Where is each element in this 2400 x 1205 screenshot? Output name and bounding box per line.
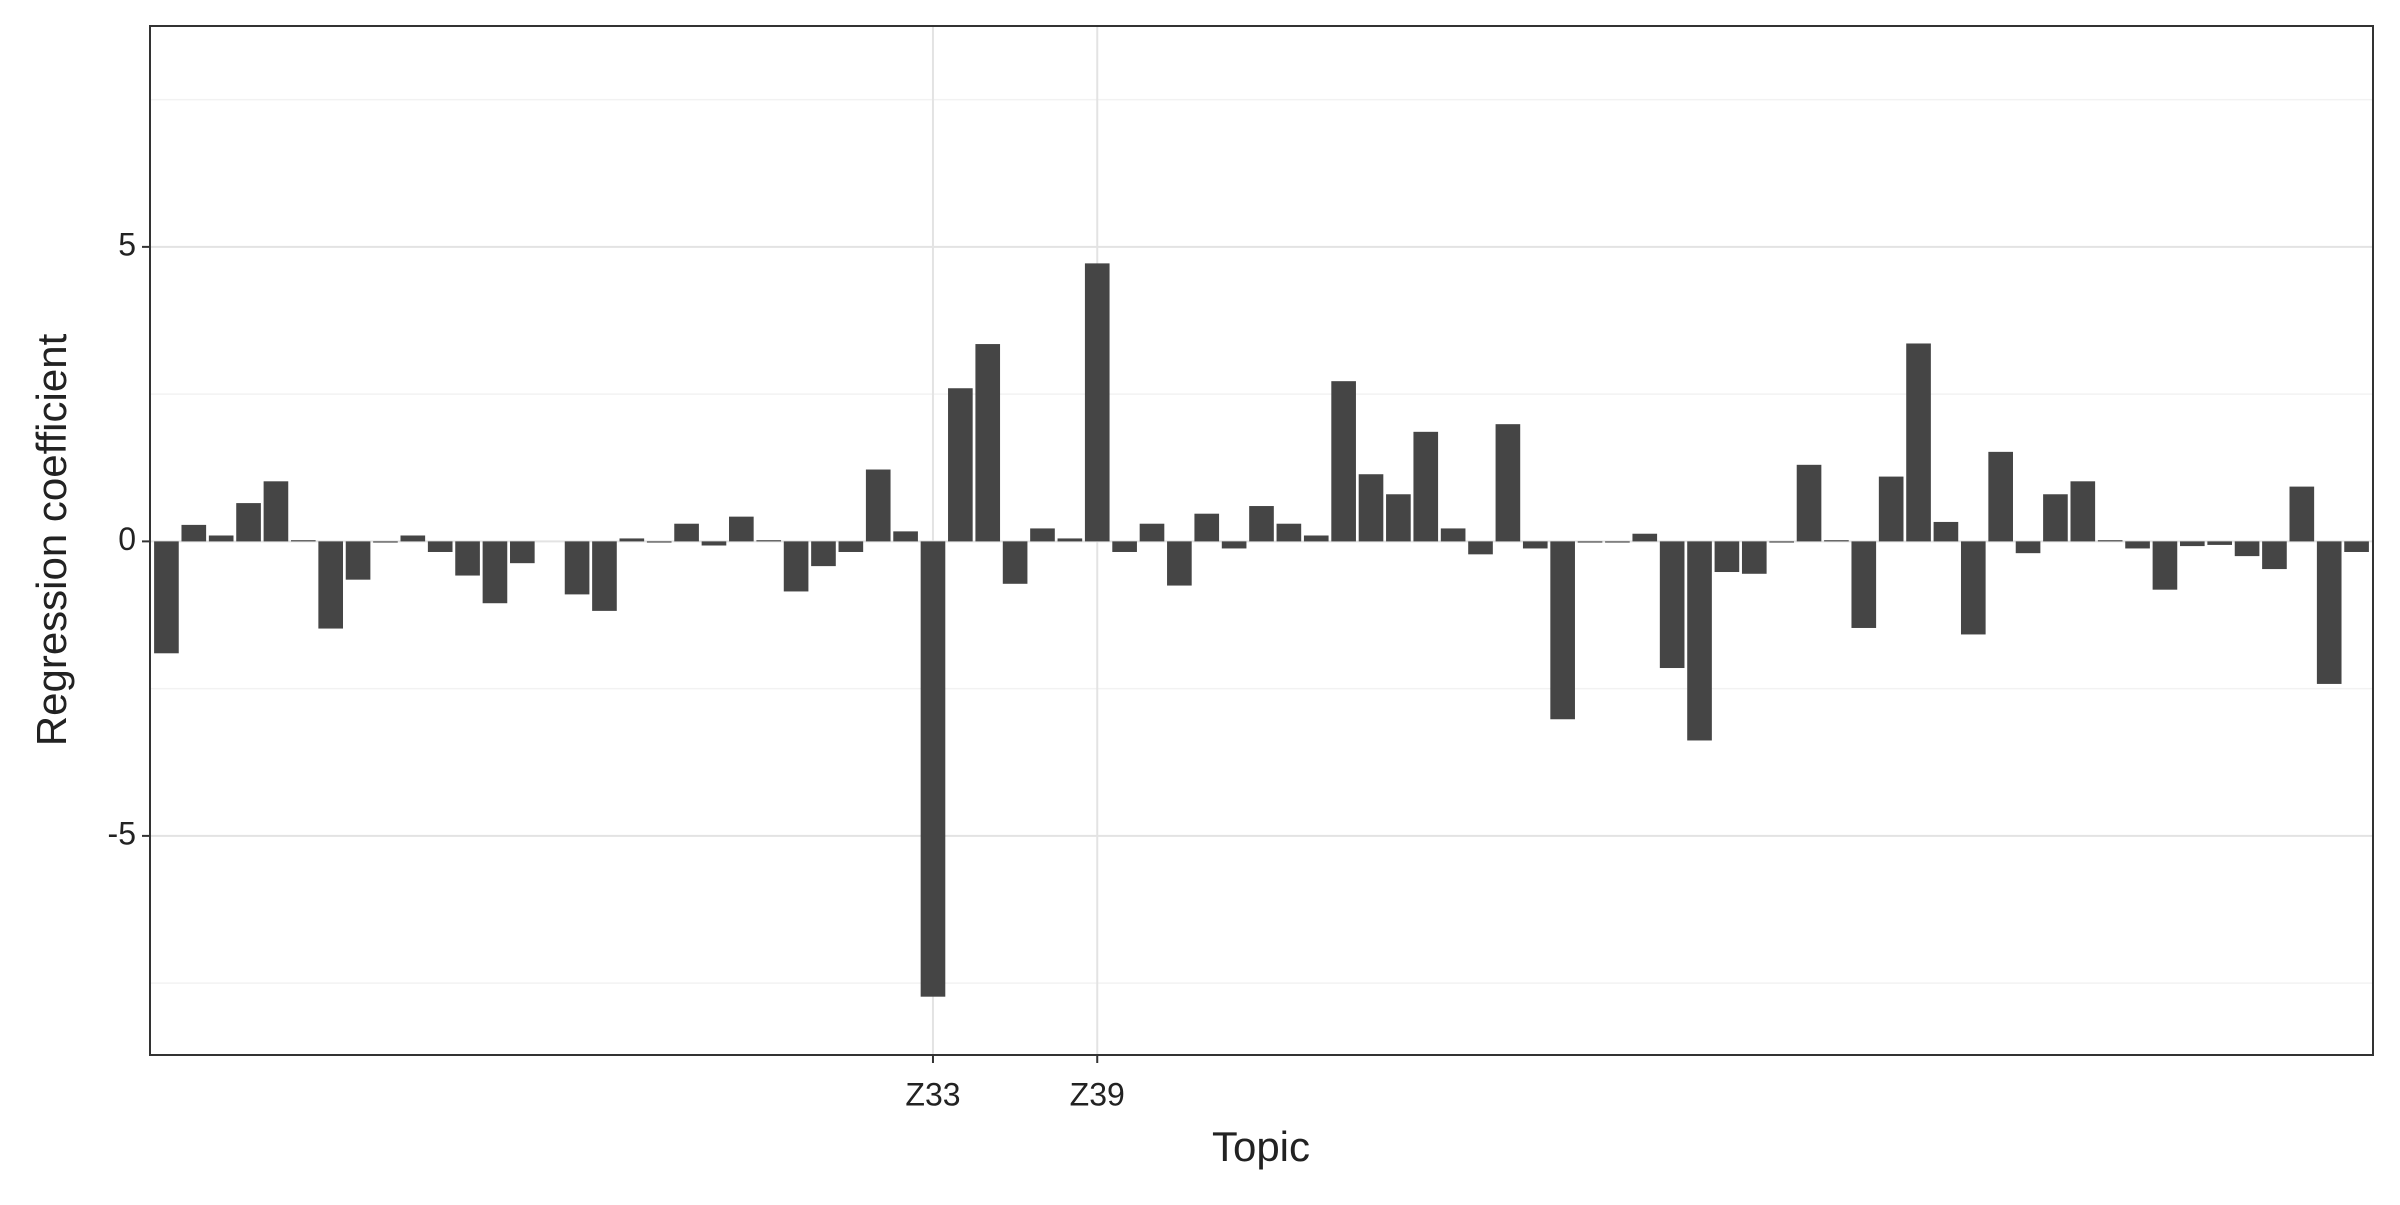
- bar: [619, 538, 645, 542]
- bar: [1221, 541, 1247, 549]
- bar: [1796, 464, 1822, 542]
- bar: [1960, 541, 1986, 635]
- bar: [701, 541, 727, 546]
- bar: [2125, 541, 2150, 549]
- bar: [2179, 541, 2205, 547]
- bar: [1495, 424, 1521, 542]
- bar: [1112, 541, 1137, 552]
- bar: [2207, 541, 2233, 545]
- bar: [1194, 513, 1220, 542]
- plot-border: [149, 25, 2374, 1056]
- bar: [373, 541, 398, 543]
- y-tick-label: -5: [108, 815, 136, 851]
- bar: [646, 541, 672, 543]
- bar: [1577, 541, 1603, 543]
- bar: [1550, 541, 1575, 720]
- bar: [1084, 263, 1110, 542]
- bar: [729, 516, 754, 542]
- x-tick-label: Z33: [905, 1076, 960, 1112]
- bar: [1030, 528, 1055, 542]
- bar: [948, 388, 973, 542]
- bar: [865, 469, 891, 542]
- bar: [400, 535, 426, 542]
- bar: [1440, 528, 1466, 542]
- bar: [1824, 540, 1849, 542]
- bar: [2043, 494, 2068, 542]
- bar: [783, 541, 809, 592]
- bar: [345, 541, 371, 580]
- bar: [1714, 541, 1740, 573]
- bar: [1276, 523, 1302, 542]
- bar: [1386, 494, 1411, 542]
- bar: [1878, 476, 1904, 542]
- bar: [2262, 541, 2287, 570]
- bar: [455, 541, 480, 576]
- bar: [263, 481, 289, 542]
- bar: [1741, 541, 1767, 574]
- bar: [2344, 541, 2369, 552]
- bar: [756, 540, 782, 542]
- bar: [510, 541, 535, 564]
- bar: [2070, 481, 2096, 542]
- bar: [1687, 541, 1712, 741]
- bar: [1002, 541, 1028, 584]
- y-axis-title: Regression coefficient: [28, 333, 75, 746]
- bar: [2152, 541, 2178, 590]
- bar: [920, 541, 946, 997]
- bar: [2316, 541, 2342, 684]
- bar: [1057, 538, 1083, 542]
- bar: [1605, 541, 1630, 543]
- bar: [838, 541, 864, 552]
- bar: [811, 541, 836, 567]
- bar: [1632, 533, 1658, 542]
- bar: [208, 535, 234, 542]
- bar: [592, 541, 617, 611]
- bar: [1303, 535, 1329, 542]
- bar: [975, 344, 1001, 542]
- bar: [427, 541, 453, 552]
- bar: [1851, 541, 1877, 628]
- bar: [1358, 474, 1384, 542]
- x-axis-title: Topic: [1212, 1123, 1310, 1170]
- bar: [674, 523, 699, 542]
- bar: [1988, 451, 2013, 542]
- bar: [2015, 541, 2041, 554]
- bar: [1659, 541, 1685, 669]
- bar: [2289, 486, 2315, 542]
- bar: [893, 531, 918, 542]
- bar: [1769, 541, 1794, 543]
- bar: [1468, 541, 1493, 555]
- bar: [2234, 541, 2260, 557]
- bar: [154, 541, 179, 654]
- bar: [1522, 541, 1548, 549]
- bar: [1331, 381, 1356, 542]
- bar: [181, 524, 207, 542]
- bar: [1167, 541, 1192, 586]
- bar: [564, 541, 590, 595]
- bar: [290, 540, 316, 542]
- bar: [482, 541, 508, 604]
- y-tick-label: 5: [118, 226, 136, 262]
- bar: [1139, 523, 1165, 542]
- y-tick-label: 0: [118, 521, 136, 557]
- bar: [2097, 540, 2123, 542]
- bar: [236, 503, 261, 542]
- bar: [1249, 506, 1274, 542]
- bar: [1413, 431, 1439, 542]
- x-tick-label: Z39: [1070, 1076, 1125, 1112]
- bar: [1933, 521, 1959, 542]
- bar: [318, 541, 344, 629]
- bar: [1906, 343, 1931, 542]
